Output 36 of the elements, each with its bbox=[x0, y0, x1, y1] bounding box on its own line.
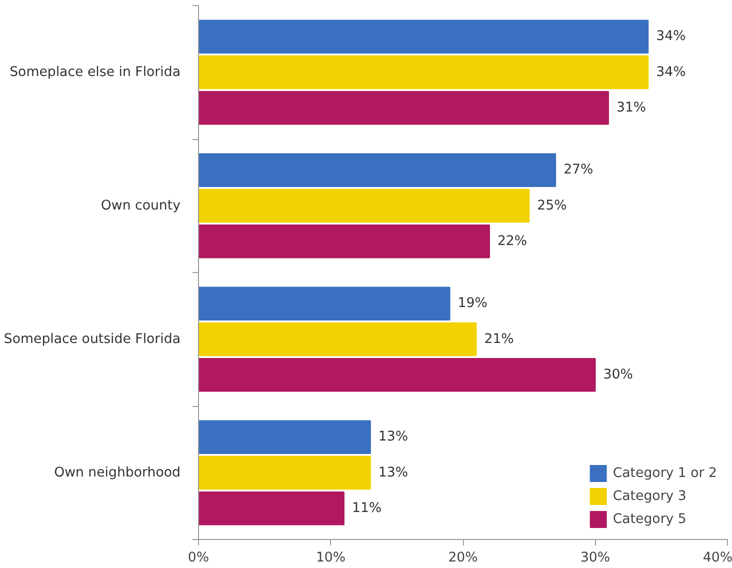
bar bbox=[198, 153, 556, 188]
x-tick-label: 30% bbox=[580, 550, 610, 566]
bar bbox=[198, 286, 450, 321]
y-tick-label: Own county bbox=[100, 198, 181, 214]
bar bbox=[198, 456, 371, 490]
bar bbox=[198, 358, 596, 392]
bar bbox=[198, 491, 344, 526]
legend-label: Category 1 or 2 bbox=[612, 466, 717, 480]
bar bbox=[198, 20, 649, 54]
y-tick-label: Someplace else in Florida bbox=[10, 64, 181, 80]
data-label: 11% bbox=[352, 500, 382, 516]
data-label: 13% bbox=[378, 430, 408, 445]
x-tick-label: 10% bbox=[316, 550, 346, 566]
legend-label: Category 3 bbox=[612, 488, 686, 504]
data-label: 27% bbox=[564, 162, 594, 178]
data-label: 34% bbox=[656, 64, 686, 80]
data-label: 19% bbox=[458, 296, 488, 312]
y-tick-label: Someplace outside Florida bbox=[4, 332, 181, 347]
x-tick-label: 20% bbox=[448, 550, 478, 566]
legend-label: Category 5 bbox=[612, 512, 686, 526]
x-tick-label: 0% bbox=[188, 550, 210, 566]
bar bbox=[198, 420, 371, 454]
data-label: 30% bbox=[603, 367, 633, 382]
bar bbox=[198, 90, 609, 125]
data-label: 34% bbox=[656, 29, 686, 44]
bar bbox=[198, 224, 490, 258]
data-label: 25% bbox=[537, 198, 567, 214]
bar bbox=[198, 55, 649, 90]
x-tick-label: 40% bbox=[702, 550, 732, 566]
data-label: 31% bbox=[616, 100, 646, 116]
y-tick-label: Own neighborhood bbox=[54, 465, 181, 480]
data-label: 13% bbox=[378, 465, 408, 480]
data-label: 21% bbox=[484, 332, 514, 347]
bar bbox=[198, 322, 477, 356]
data-label: 22% bbox=[497, 234, 528, 249]
bar bbox=[198, 188, 530, 223]
